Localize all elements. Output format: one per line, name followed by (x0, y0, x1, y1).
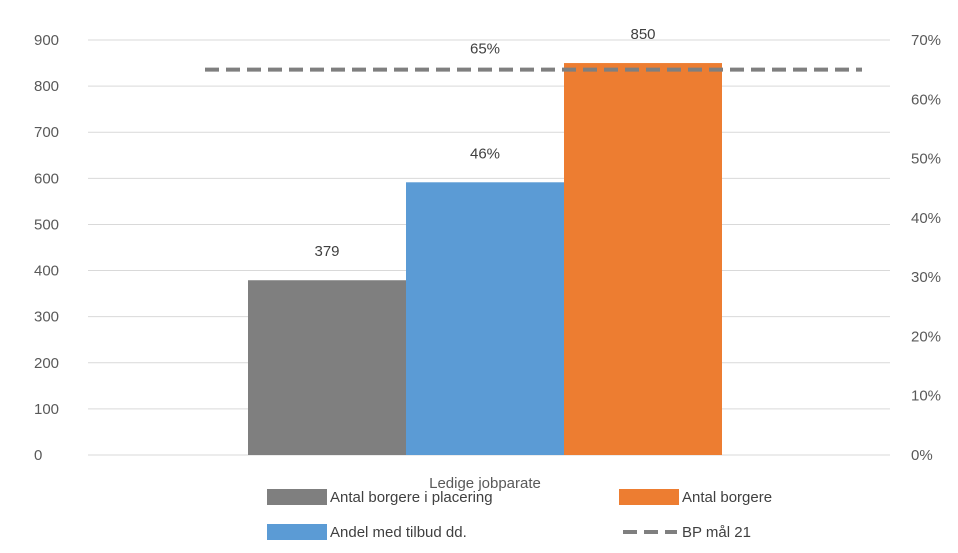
left-axis-tick-label: 700 (34, 124, 59, 141)
right-axis-tick-label: 50% (911, 151, 941, 168)
legend-label: Andel med tilbud dd. (330, 524, 467, 541)
left-axis-tick-label: 400 (34, 263, 59, 280)
legend: Antal borgere i placering Antal borgere An… (267, 489, 772, 541)
right-axis-tick-label: 30% (911, 269, 941, 286)
right-axis-tick-label: 40% (911, 210, 941, 227)
left-axis-tick-label: 800 (34, 78, 59, 95)
left-axis-tick-label: 100 (34, 401, 59, 418)
right-axis-tick-label: 60% (911, 91, 941, 108)
data-labels: 379 46% 850 65% (314, 26, 655, 260)
right-axis-tick-label: 10% (911, 388, 941, 405)
left-axis-tick-label: 900 (34, 32, 59, 49)
legend-label: BP mål 21 (682, 524, 751, 541)
bar (564, 63, 722, 456)
left-axis-tick-label: 600 (34, 170, 59, 187)
right-axis-tick-label: 0% (911, 447, 933, 464)
left-axis-tick-label: 500 (34, 216, 59, 233)
bar (248, 280, 406, 455)
right-axis-ticks: 0% 10% 20% 30% 40% 50% 60% 70% (911, 32, 941, 464)
right-axis-tick-label: 20% (911, 328, 941, 345)
data-label: 46% (470, 145, 500, 162)
category-label: Ledige jobparate (429, 475, 541, 492)
left-axis-ticks: 0 100 200 300 400 500 600 700 800 900 (34, 32, 59, 464)
legend-swatch (267, 524, 327, 540)
legend-label: Antal borgere i placering (330, 489, 493, 506)
legend-swatch (619, 489, 679, 505)
legend-label: Antal borgere (682, 489, 772, 506)
left-axis-tick-label: 300 (34, 309, 59, 326)
legend-swatch (267, 489, 327, 505)
bars (248, 63, 722, 456)
bar (406, 182, 564, 456)
left-axis-tick-label: 0 (34, 447, 42, 464)
left-axis-tick-label: 200 (34, 355, 59, 372)
right-axis-tick-label: 70% (911, 32, 941, 49)
data-label: 65% (470, 41, 500, 58)
data-label: 850 (630, 26, 655, 43)
data-label: 379 (314, 243, 339, 260)
